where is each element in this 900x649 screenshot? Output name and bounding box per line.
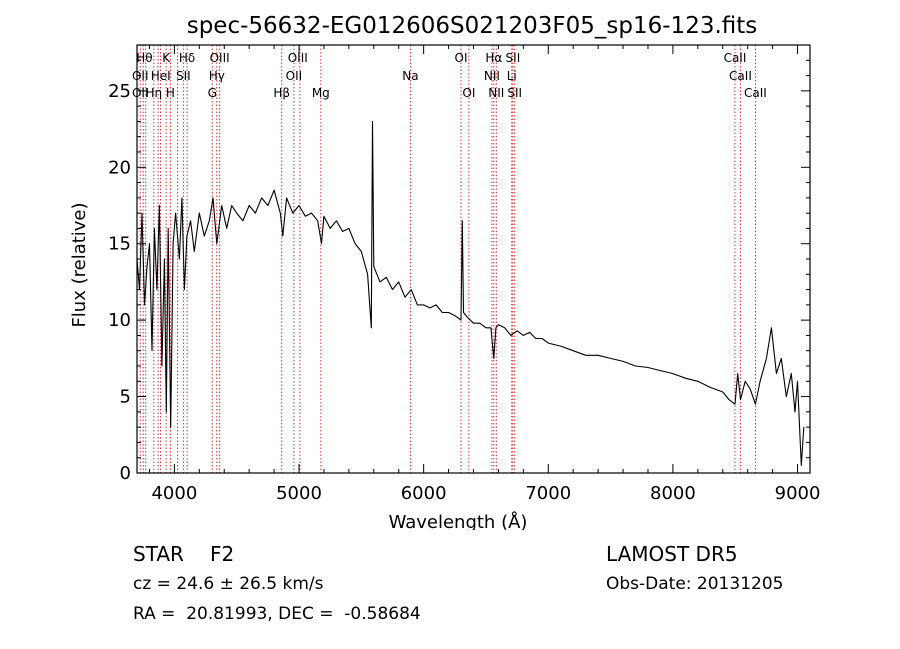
axis-ticks: 4000 5000 6000 7000 8000 9000 0 5 10 15 20 25 [108,44,821,504]
chart-title: spec-56632-EG012606S021203F05_sp16-123.f… [187,13,758,39]
line-label: K [162,51,171,65]
line-label: OIII [210,51,230,65]
line-label: Hβ [273,86,290,100]
line-label: Na [402,69,418,83]
plot-frame [136,44,811,474]
line-label: NII [484,69,500,83]
spectral-line-markers [139,45,756,473]
x-tick-label: 6000 [401,483,447,504]
observation-date: Obs-Date: 20131205 [606,574,784,594]
y-tick-label: 20 [108,157,131,178]
line-label: OIII [288,51,308,65]
object-subclass: F2 [210,542,235,566]
x-axis-label: Wavelength (Å) [389,511,528,530]
y-axis-label: Flux (relative) [69,202,90,327]
x-tick-label: 9000 [775,483,821,504]
y-tick-label: 15 [108,234,131,255]
line-label: CaII [744,86,767,100]
line-label: H [166,86,175,100]
y-tick-label: 25 [108,81,131,102]
line-label: Hθ [136,51,152,65]
line-label: OII [132,86,149,100]
line-label: CaII [729,69,752,83]
line-label: NII [488,86,504,100]
line-label: G [208,86,217,100]
line-label: Hη [146,86,163,100]
line-label: Mg [312,86,330,100]
y-tick-label: 10 [108,310,131,331]
x-tick-label: 8000 [650,483,696,504]
x-tick-label: 4000 [151,483,197,504]
y-tick-label: 0 [120,463,131,484]
object-class: STAR [133,542,184,566]
y-tick-label: 5 [120,387,131,408]
line-label: SII [506,51,521,65]
x-tick-label: 7000 [525,483,571,504]
line-label: SII [176,69,191,83]
redshift-cz: cz = 24.6 ± 26.5 km/s [133,574,324,594]
line-label: CaII [724,51,747,65]
spectrum-series [136,120,805,466]
spectrum-plot: spec-56632-EG012606S021203F05_sp16-123.f… [69,13,821,530]
coordinates: RA = 20.81993, DEC = -0.58684 [133,604,421,624]
line-label: Hα [485,51,502,65]
line-label: Hδ [179,51,195,65]
axes [136,44,811,474]
x-tick-label: 5000 [276,483,322,504]
line-label: SII [507,86,522,100]
survey-release: LAMOST DR5 [606,542,738,566]
line-label: HeI [151,69,171,83]
line-label: OI [462,86,475,100]
line-label: Li [507,69,517,83]
spectrum-line-0 [136,120,805,466]
line-label: Hγ [209,69,225,83]
line-label: OI [455,51,468,65]
line-label: OII [286,69,303,83]
